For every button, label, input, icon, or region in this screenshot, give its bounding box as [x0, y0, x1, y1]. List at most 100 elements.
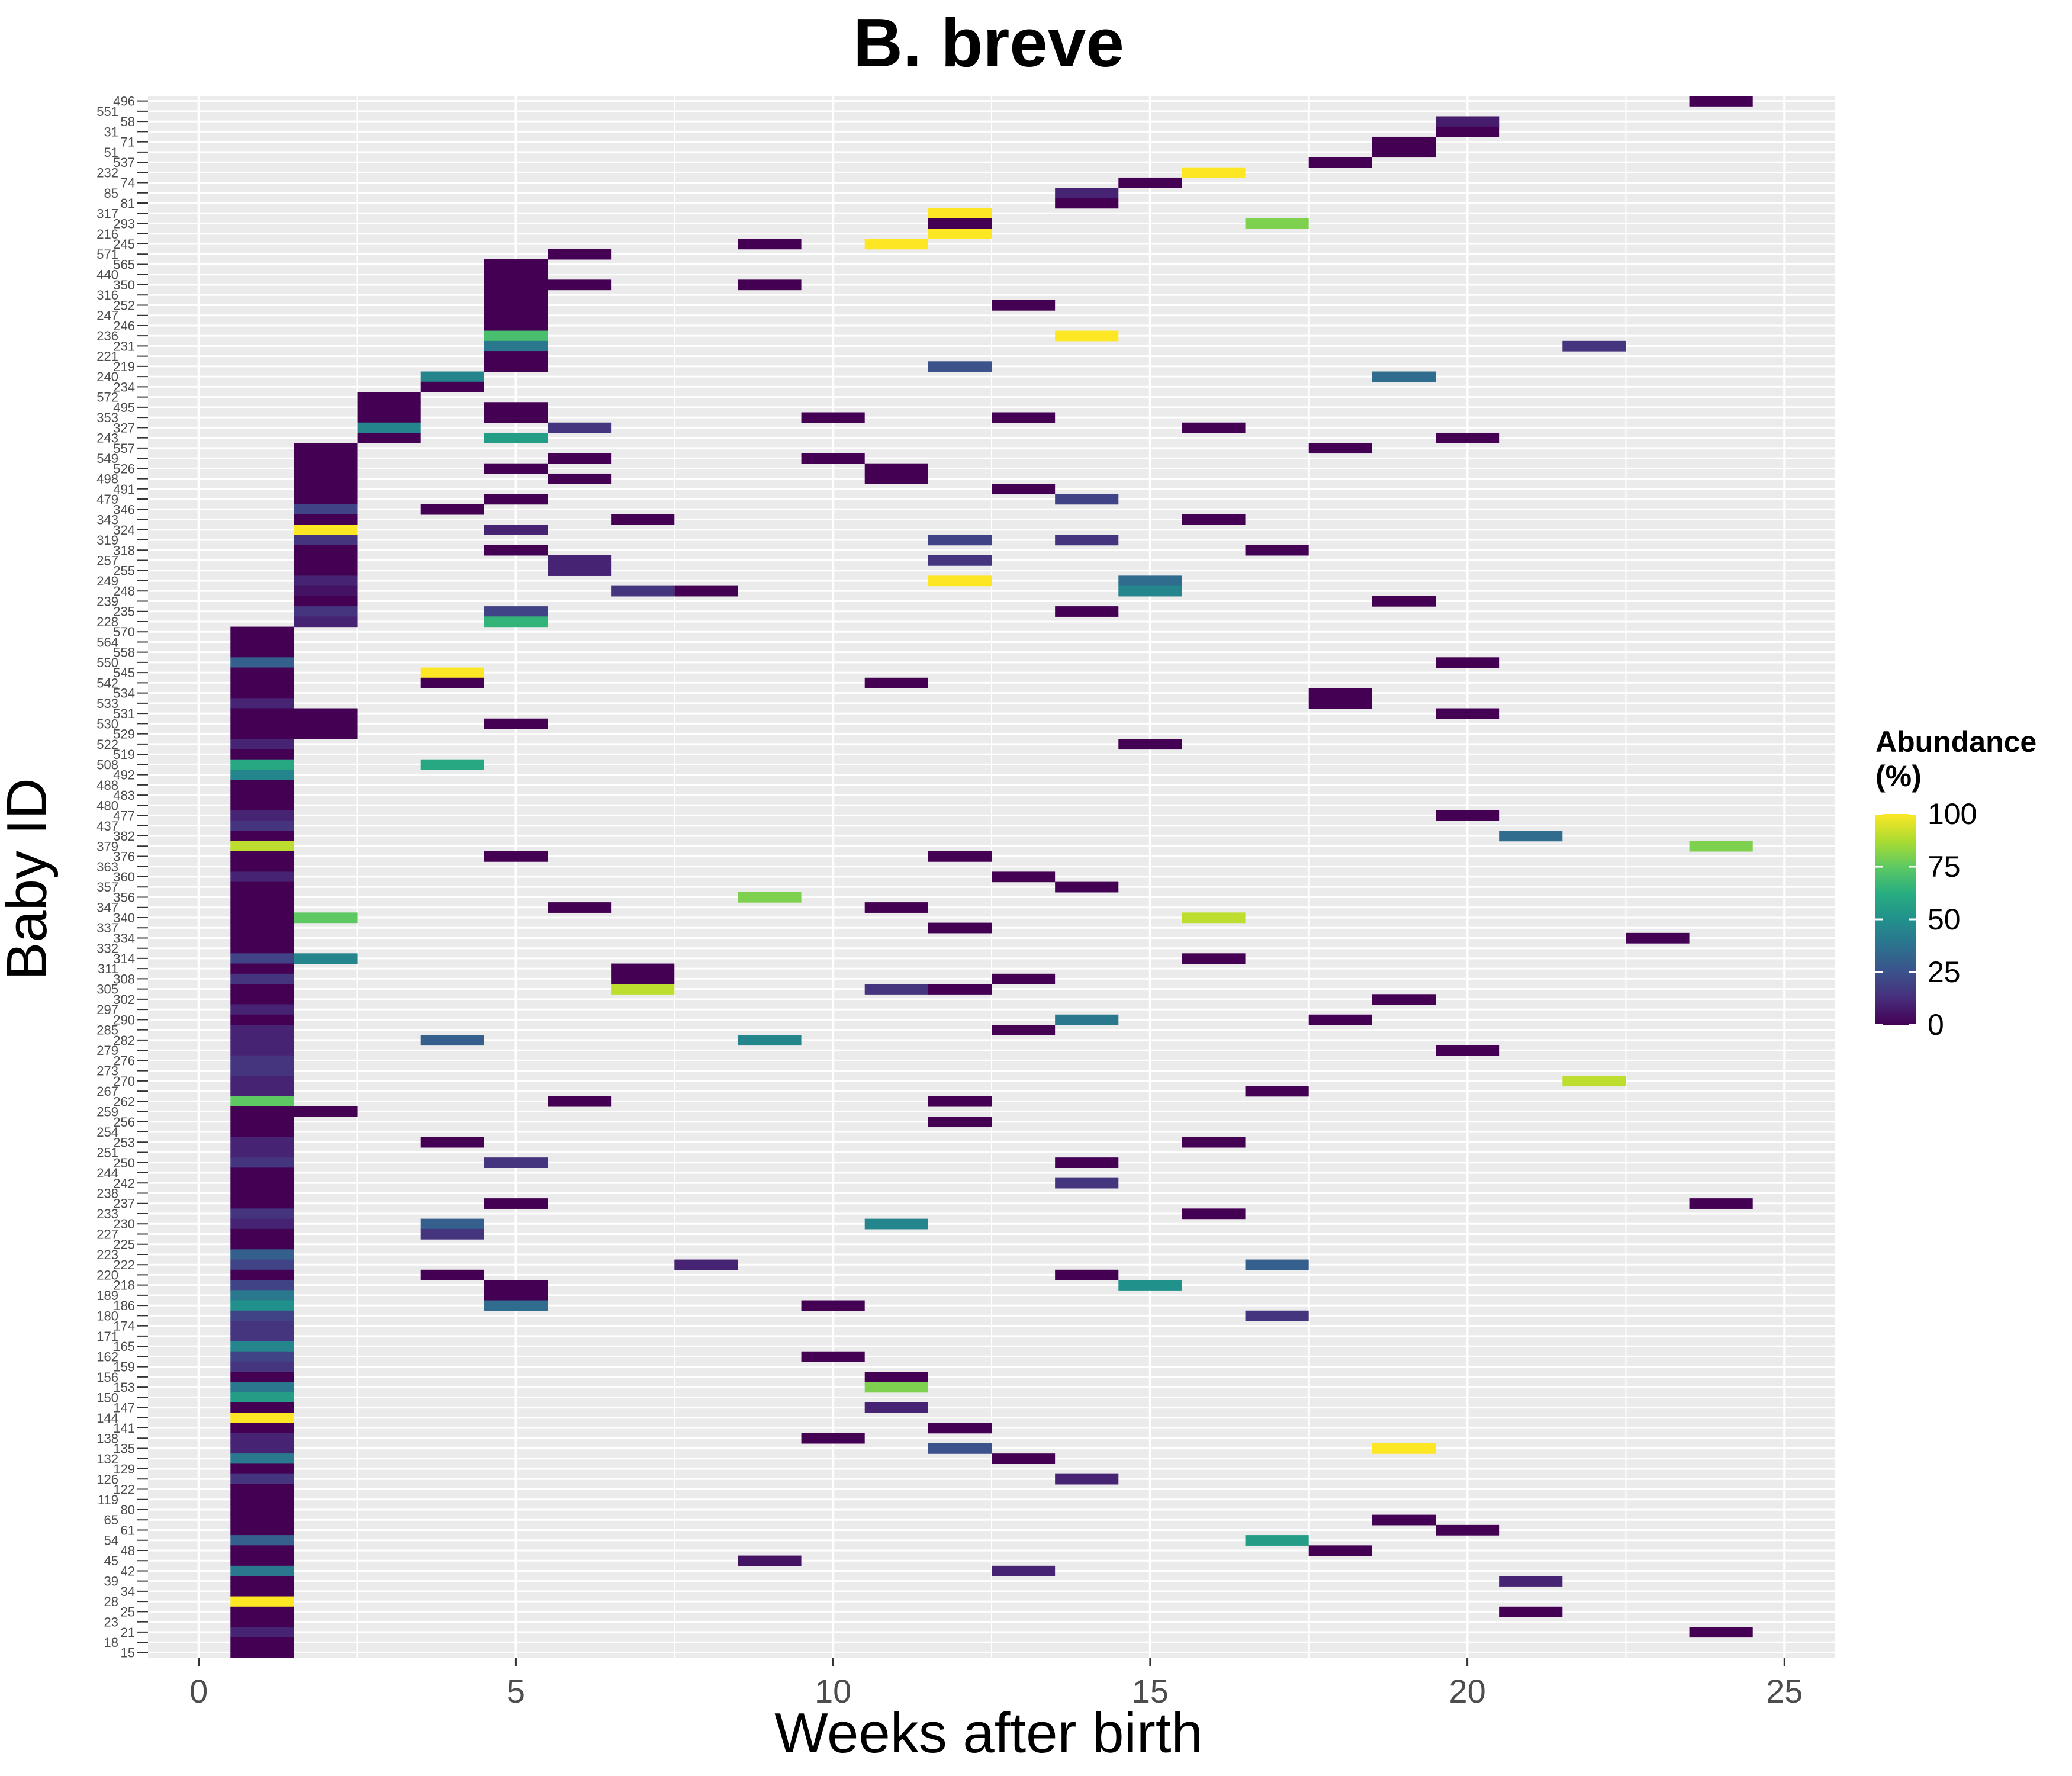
heatmap-cell [484, 340, 548, 352]
heatmap-cell [801, 1351, 865, 1362]
y-tick-label: 54 [104, 1533, 118, 1548]
heatmap-cell [230, 994, 294, 1005]
y-tick-label: 534 [113, 686, 135, 701]
heatmap-cell [357, 402, 421, 413]
heatmap-cell [230, 1514, 294, 1526]
heatmap-cell [548, 902, 612, 913]
heatmap-cell [864, 239, 928, 250]
y-tick-label: 319 [96, 533, 118, 548]
y-tick-label: 180 [96, 1308, 118, 1323]
heatmap-cell [230, 1300, 294, 1311]
heatmap-cell [1118, 1280, 1182, 1291]
y-tick-label: 350 [113, 278, 135, 292]
y-axis-title: Baby ID [0, 778, 59, 980]
heatmap-cell [738, 279, 802, 291]
legend-title: Abundance (%) [1875, 725, 2036, 793]
heatmap-cell [1436, 116, 1500, 127]
y-tick-label: 382 [113, 829, 135, 844]
heatmap-cell [484, 545, 548, 556]
heatmap-cell [294, 453, 358, 464]
heatmap-cell [1055, 188, 1119, 199]
heatmap-cell [230, 932, 294, 944]
y-tick-label: 273 [96, 1064, 118, 1079]
heatmap-cell [1118, 585, 1182, 597]
heatmap-cell [230, 1627, 294, 1638]
heatmap-cell [230, 1596, 294, 1607]
heatmap-cell [1055, 1177, 1119, 1189]
y-tick-label: 353 [96, 410, 118, 425]
y-tick-label: 550 [96, 655, 118, 670]
y-tick-label: 363 [96, 860, 118, 874]
heatmap-cell [230, 922, 294, 934]
heatmap-cell [230, 1586, 294, 1597]
heatmap-cell [230, 1402, 294, 1413]
y-tick-label: 557 [113, 441, 135, 456]
y-tick-label: 186 [113, 1298, 135, 1313]
heatmap-cell [484, 1157, 548, 1168]
heatmap-cell [294, 616, 358, 628]
heatmap-cell [1689, 841, 1753, 852]
heatmap-cell [230, 1290, 294, 1301]
y-tick-label: 311 [98, 961, 118, 976]
heatmap-cell [928, 1117, 992, 1128]
y-tick-label: 256 [113, 1115, 135, 1130]
y-tick-label: 308 [113, 971, 135, 986]
heatmap-cell [1118, 177, 1182, 188]
heatmap-cell [1055, 1473, 1119, 1485]
heatmap-cell [230, 769, 294, 780]
heatmap-cell [230, 1127, 294, 1138]
y-tick-label: 496 [113, 94, 135, 109]
heatmap-cell [928, 922, 992, 934]
y-tick-label: 132 [96, 1452, 118, 1466]
y-tick-label: 61 [121, 1523, 135, 1537]
y-tick-label: 228 [96, 614, 118, 629]
heatmap-cell [1055, 198, 1119, 209]
heatmap-cell [1055, 535, 1119, 546]
y-tick-label: 477 [113, 809, 135, 823]
heatmap-cell [674, 585, 738, 597]
heatmap-cell [294, 463, 358, 474]
y-tick-label: 262 [113, 1094, 135, 1109]
y-tick-label: 251 [96, 1146, 118, 1160]
heatmap-cell [864, 984, 928, 995]
heatmap-cell [230, 1076, 294, 1087]
y-tick-label: 25 [121, 1604, 135, 1619]
chart-title: B. breve [853, 4, 1124, 81]
heatmap-cell [230, 1555, 294, 1566]
heatmap-cell [230, 841, 294, 852]
heatmap-cell [928, 535, 992, 546]
y-tick-label: 480 [96, 798, 118, 813]
y-tick-label: 253 [113, 1135, 135, 1150]
y-tick-label: 65 [104, 1513, 118, 1527]
y-tick-label: 138 [96, 1431, 118, 1446]
heatmap-cell [230, 1576, 294, 1587]
y-tick-label: 233 [96, 1206, 118, 1221]
heatmap-cell [1436, 657, 1500, 668]
heatmap-cell [420, 667, 484, 678]
y-tick-label: 246 [113, 318, 135, 333]
heatmap-cell [230, 1096, 294, 1107]
y-tick-label: 267 [96, 1084, 118, 1099]
heatmap-cell [230, 1392, 294, 1403]
y-tick-label: 74 [121, 176, 135, 191]
heatmap-cell [230, 871, 294, 883]
heatmap-cell [230, 881, 294, 893]
heatmap-cell [484, 300, 548, 311]
heatmap-cell [1372, 596, 1436, 607]
heatmap-cell [548, 453, 612, 464]
y-tick-label: 565 [113, 257, 135, 272]
y-tick-label: 126 [96, 1472, 118, 1487]
y-tick-label: 276 [113, 1053, 135, 1068]
y-tick-label: 34 [121, 1584, 135, 1599]
heatmap-cell [484, 289, 548, 301]
y-tick-label: 254 [96, 1125, 118, 1140]
heatmap-cell [864, 677, 928, 688]
heatmap-cell [801, 1300, 865, 1311]
heatmap-cell [294, 953, 358, 964]
y-tick-label: 216 [96, 227, 118, 242]
heatmap-cell [864, 1382, 928, 1393]
heatmap-cell [1372, 1514, 1436, 1526]
heatmap-cell [928, 1443, 992, 1454]
y-tick-label: 337 [96, 921, 118, 935]
legend-tick-label: 0 [1928, 1008, 1944, 1041]
